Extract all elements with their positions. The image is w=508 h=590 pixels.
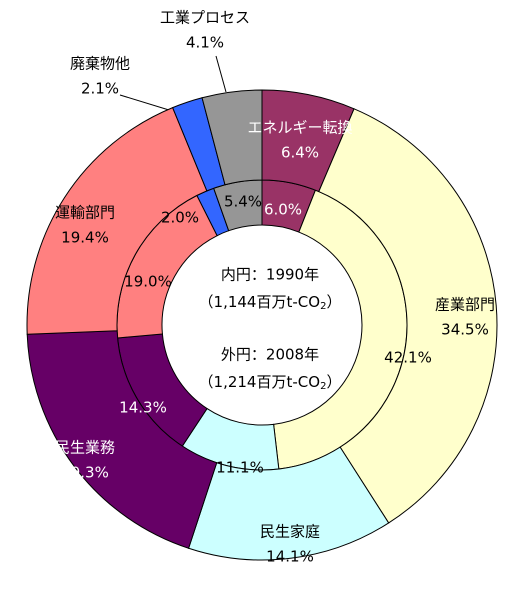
outer-value-label: 6.4% [281,144,319,162]
inner-value-label: 42.1% [384,349,432,367]
leader-line [215,55,227,93]
inner-value-label: 2.0% [161,209,199,227]
inner-value-label: 14.3% [119,399,167,417]
donut-slice [26,330,218,549]
series-name: 内円：1990年 [221,266,319,284]
inner-value-label: 11.1% [216,459,264,477]
category-label: 産業部門 [435,296,495,314]
category-label: エネルギー転換 [247,119,352,137]
outer-value-label: 14.1% [266,548,314,566]
series-name: 外円：2008年 [221,346,319,364]
total-sub: 2 [320,301,326,312]
total-tail: ） [326,293,341,311]
category-label: 運輸部門 [55,204,115,222]
inner-value-label: 19.0% [124,273,172,291]
category-label: 民生家庭 [260,523,320,541]
donut-slice [318,108,498,524]
donut-slice [26,106,208,335]
series-total: （1,214百万t-CO2） [199,373,342,393]
outer-value-label: 34.5% [441,321,489,339]
outer-value-label: 19.4% [61,229,109,247]
outer-value-label: 2.1% [81,80,119,98]
total-text: （1,144百万t-CO [199,293,321,311]
donut-slice [201,89,263,186]
category-label: 工業プロセス [160,9,250,27]
outer-value-label: 19.3% [61,464,109,482]
inner-value-label: 5.4% [224,193,262,211]
category-label: 民生業務 [55,439,115,457]
category-label: 廃棄物他 [70,55,130,73]
total-sub: 2 [320,381,326,392]
total-text: （1,214百万t-CO [199,373,321,391]
outer-value-label: 4.1% [186,34,224,52]
total-tail: ） [326,373,341,391]
inner-value-label: 6.0% [264,201,302,219]
series-total: （1,144百万t-CO2） [199,293,342,313]
